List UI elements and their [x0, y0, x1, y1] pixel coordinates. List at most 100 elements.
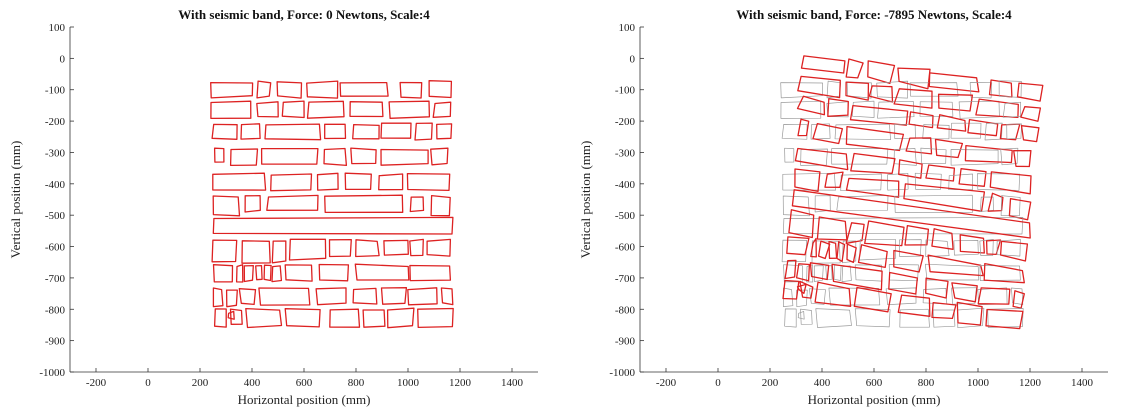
masonry-block	[845, 58, 864, 79]
masonry-block	[406, 172, 451, 192]
chart-panel-right: With seismic band, Force: -7895 Newtons,…	[570, 0, 1139, 412]
masonry-block	[788, 209, 815, 239]
masonry-block	[850, 152, 896, 175]
masonry-block	[904, 224, 930, 246]
original-block-outline	[984, 122, 1003, 141]
masonry-block	[1016, 82, 1044, 102]
x-tick-label: 800	[348, 377, 365, 389]
masonry-block	[417, 307, 454, 329]
masonry-block	[908, 111, 934, 129]
masonry-block	[211, 239, 238, 263]
block-group	[780, 55, 1044, 330]
y-tick-label: -500	[615, 210, 636, 222]
masonry-block	[349, 101, 384, 118]
original-block-outline	[876, 80, 909, 99]
masonry-block	[409, 238, 424, 257]
masonry-block	[328, 238, 352, 258]
masonry-block	[432, 101, 452, 118]
original-block-outline	[780, 82, 823, 99]
masonry-block	[213, 147, 225, 163]
masonry-block	[845, 125, 905, 152]
masonry-block	[985, 308, 1024, 330]
masonry-block	[897, 67, 931, 90]
masonry-block	[836, 241, 846, 263]
masonry-block	[212, 216, 454, 235]
masonry-block	[243, 264, 254, 283]
masonry-block	[241, 240, 271, 264]
masonry-block	[255, 264, 263, 281]
masonry-block	[306, 100, 345, 119]
masonry-block	[967, 118, 999, 137]
masonry-block	[867, 60, 896, 85]
chart-panel-left: With seismic band, Force: 0 Newtons, Sca…	[0, 0, 569, 412]
masonry-block	[276, 81, 303, 99]
original-block-outline	[796, 289, 808, 308]
original-block-outline	[781, 239, 808, 263]
masonry-block	[386, 307, 415, 329]
masonry-block	[925, 164, 956, 182]
original-block-outline	[979, 239, 994, 256]
original-block-outline	[996, 239, 1021, 257]
masonry-block	[256, 80, 272, 99]
original-block-outline	[813, 265, 824, 282]
original-block-outline	[854, 264, 883, 282]
x-tick-label: 0	[715, 377, 721, 389]
original-block-outline	[953, 240, 979, 256]
masonry-block	[430, 147, 449, 166]
masonry-block	[430, 194, 451, 217]
masonry-block	[927, 254, 984, 277]
masonry-block	[380, 122, 412, 139]
original-block-outline	[1011, 287, 1024, 305]
y-tick-label: -800	[615, 304, 636, 316]
masonry-block	[964, 144, 1013, 164]
y-tick-label: -200	[45, 116, 66, 128]
masonry-block	[281, 100, 305, 119]
x-axis-label: Horizontal position (mm)	[238, 392, 371, 407]
masonry-block	[857, 244, 888, 269]
original-block-outline	[780, 100, 822, 119]
chart-left: With seismic band, Force: 0 Newtons, Sca…	[8, 7, 538, 407]
masonry-block	[782, 279, 800, 300]
masonry-block	[399, 81, 423, 99]
masonry-block	[378, 173, 404, 191]
original-block-outline	[1000, 195, 1021, 217]
masonry-block	[845, 177, 900, 198]
masonry-block	[999, 240, 1029, 262]
masonry-block	[426, 238, 452, 257]
masonry-block	[987, 192, 1004, 212]
masonry-block	[324, 194, 404, 214]
masonry-block	[937, 93, 974, 112]
masonry-block	[934, 138, 964, 159]
masonry-block	[797, 118, 810, 137]
masonry-block	[344, 172, 372, 191]
y-tick-label: 0	[60, 53, 66, 65]
masonry-block	[1008, 198, 1032, 221]
original-block-outline	[987, 308, 1024, 328]
masonry-block	[1020, 106, 1042, 122]
masonry-block	[931, 228, 954, 250]
masonry-block	[436, 123, 453, 140]
masonry-block	[999, 123, 1021, 141]
masonry-block	[975, 98, 1019, 119]
masonry-block	[227, 310, 235, 320]
masonry-block	[791, 189, 1031, 239]
original-block-outline	[841, 265, 852, 282]
original-block-outline	[833, 264, 842, 281]
y-tick-label: -900	[615, 336, 636, 348]
original-block-outline	[979, 265, 1021, 281]
masonry-block	[893, 88, 933, 109]
masonry-block	[898, 159, 923, 179]
original-block-outline	[950, 122, 982, 139]
y-tick-label: -300	[45, 147, 66, 159]
masonry-block	[786, 236, 810, 256]
masonry-block	[983, 262, 1025, 284]
masonry-block	[284, 308, 321, 328]
original-block-outline	[932, 309, 956, 328]
masonry-block	[794, 147, 849, 171]
masonry-block	[845, 81, 870, 101]
original-block-outline	[899, 308, 930, 328]
masonry-block	[212, 195, 241, 217]
masonry-block	[925, 277, 949, 299]
x-tick-label: 600	[296, 377, 313, 389]
masonry-block	[959, 234, 985, 254]
